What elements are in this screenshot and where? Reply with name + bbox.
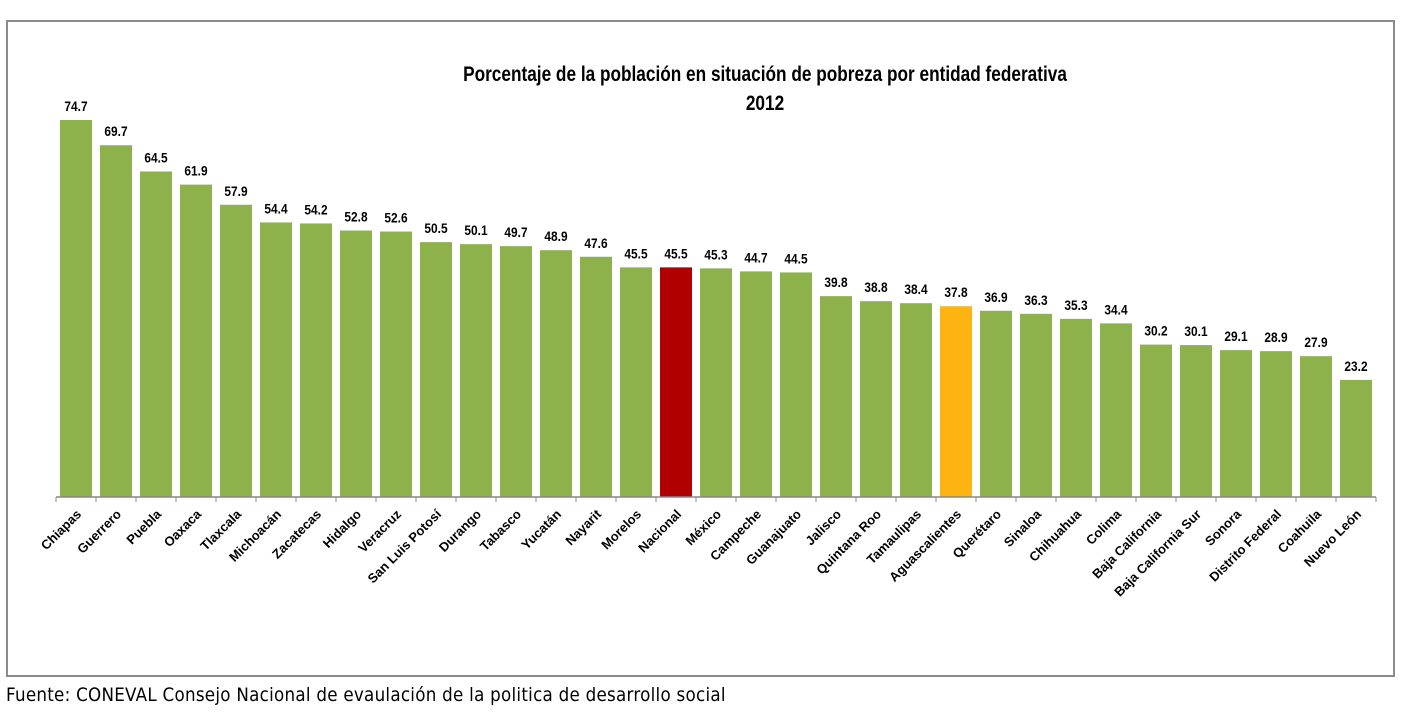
bar: [740, 271, 772, 497]
bar: [420, 242, 452, 497]
data-label: 45.5: [624, 245, 647, 261]
tick-label: Puebla: [123, 506, 164, 547]
bar: [180, 184, 212, 497]
bar: [1180, 345, 1212, 497]
tick-label: San Luis Potosí: [365, 506, 445, 586]
bar: [1060, 318, 1092, 497]
bar: [300, 223, 332, 497]
bar: [500, 246, 532, 497]
bar: [100, 145, 132, 498]
data-label: 47.6: [584, 235, 607, 251]
tick-label: Tabasco: [477, 506, 524, 553]
bar: [540, 250, 572, 497]
data-label: 54.2: [304, 202, 327, 218]
bar: [580, 256, 612, 497]
bar: [140, 171, 172, 497]
chart-title: Porcentaje de la población en situación …: [463, 63, 1067, 86]
data-label: 48.9: [544, 228, 567, 244]
data-label: 34.4: [1104, 301, 1128, 317]
bar: [60, 120, 92, 497]
bar: [1100, 323, 1132, 497]
tick-label: Nacional: [635, 507, 684, 556]
tick-label: Distrito Federal: [1206, 507, 1284, 585]
bar: [940, 306, 972, 497]
bar: [1220, 350, 1252, 497]
bar: [620, 267, 652, 497]
data-label: 35.3: [1064, 297, 1087, 313]
data-label: 52.8: [344, 209, 367, 225]
tick-label: Yucatán: [518, 506, 564, 552]
data-label: 36.3: [1024, 292, 1047, 308]
bar: [660, 267, 692, 497]
data-label: 28.9: [1264, 329, 1287, 345]
data-label: 39.8: [824, 274, 847, 290]
bar: [380, 231, 412, 498]
data-label: 44.5: [784, 250, 807, 266]
tick-label: Durango: [436, 506, 484, 554]
data-label: 64.5: [144, 150, 167, 166]
data-label: 45.5: [664, 245, 687, 261]
bar: [900, 303, 932, 497]
data-label: 29.1: [1224, 328, 1247, 344]
data-label: 37.8: [944, 284, 967, 300]
data-label: 23.2: [1344, 358, 1367, 374]
bar: [1140, 344, 1172, 497]
data-label: 36.9: [984, 289, 1007, 305]
data-label: 30.2: [1144, 323, 1167, 339]
data-label: 61.9: [184, 163, 207, 179]
bar: [1340, 379, 1372, 497]
bar: [220, 204, 252, 497]
bar: [1260, 351, 1292, 497]
tick-label: Guerrero: [74, 506, 124, 556]
bar: [460, 244, 492, 497]
tick-label: Baja California: [1089, 506, 1165, 582]
data-label: 38.4: [904, 281, 928, 297]
bar: [820, 296, 852, 497]
data-label: 50.5: [424, 220, 447, 236]
bar: [780, 272, 812, 497]
data-label: 49.7: [504, 224, 527, 240]
bar: [260, 222, 292, 497]
chart-subtitle: 2012: [745, 92, 785, 115]
data-label: 52.6: [384, 210, 407, 226]
bar: [860, 301, 892, 497]
data-label: 50.1: [464, 222, 487, 238]
data-label: 30.1: [1184, 323, 1207, 339]
chart-title-block: Porcentaje de la población en situación …: [138, 60, 1393, 118]
bar: [340, 230, 372, 497]
data-label: 27.9: [1304, 334, 1327, 350]
bar: [980, 310, 1012, 497]
data-label: 69.7: [104, 123, 127, 139]
tick-label: Aguascalientes: [886, 507, 964, 585]
data-label: 44.7: [744, 249, 767, 265]
data-label: 45.3: [704, 246, 727, 262]
data-label: 54.4: [264, 201, 288, 217]
chart-frame: [6, 20, 1395, 677]
data-label: 57.9: [224, 183, 247, 199]
bar: [1020, 313, 1052, 497]
data-label: 74.7: [64, 98, 87, 114]
bar: [1300, 356, 1332, 497]
source-note: Fuente: CONEVAL Consejo Nacional de evau…: [6, 684, 726, 706]
bar: [700, 268, 732, 497]
data-label: 38.8: [864, 279, 887, 295]
